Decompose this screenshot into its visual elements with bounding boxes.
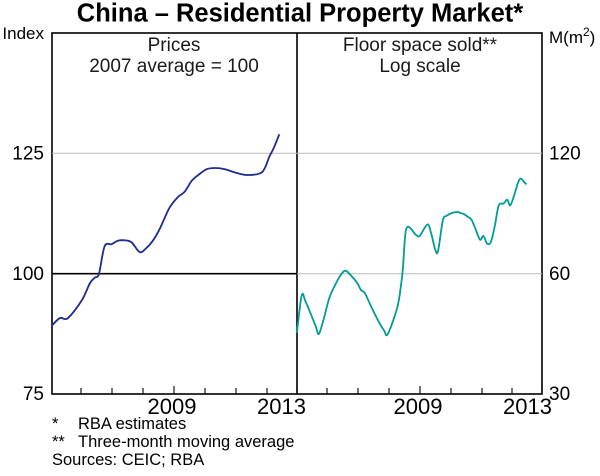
svg-text:2013: 2013 (257, 394, 306, 419)
svg-text:2013: 2013 (503, 394, 552, 419)
svg-text:Log scale: Log scale (379, 56, 460, 77)
svg-text:2009: 2009 (394, 394, 443, 419)
svg-text:China – Residential Property M: China – Residential Property Market* (77, 0, 523, 28)
svg-text:Floor space sold**: Floor space sold** (343, 35, 498, 56)
svg-text:Three-month moving average: Three-month moving average (78, 433, 294, 451)
svg-text:30: 30 (549, 384, 570, 405)
svg-text:100: 100 (12, 264, 44, 285)
svg-text:RBA estimates: RBA estimates (78, 415, 186, 433)
svg-text:**: ** (52, 433, 65, 451)
svg-text:2007 average = 100: 2007 average = 100 (89, 56, 259, 77)
svg-text:*: * (52, 415, 59, 433)
svg-text:60: 60 (549, 264, 570, 285)
svg-text:Prices: Prices (148, 35, 201, 56)
svg-text:Sources: CEIC; RBA: Sources: CEIC; RBA (52, 451, 204, 469)
svg-text:75: 75 (23, 384, 44, 405)
svg-text:125: 125 (12, 144, 44, 165)
svg-text:Index: Index (2, 24, 44, 43)
svg-text:120: 120 (549, 144, 581, 165)
